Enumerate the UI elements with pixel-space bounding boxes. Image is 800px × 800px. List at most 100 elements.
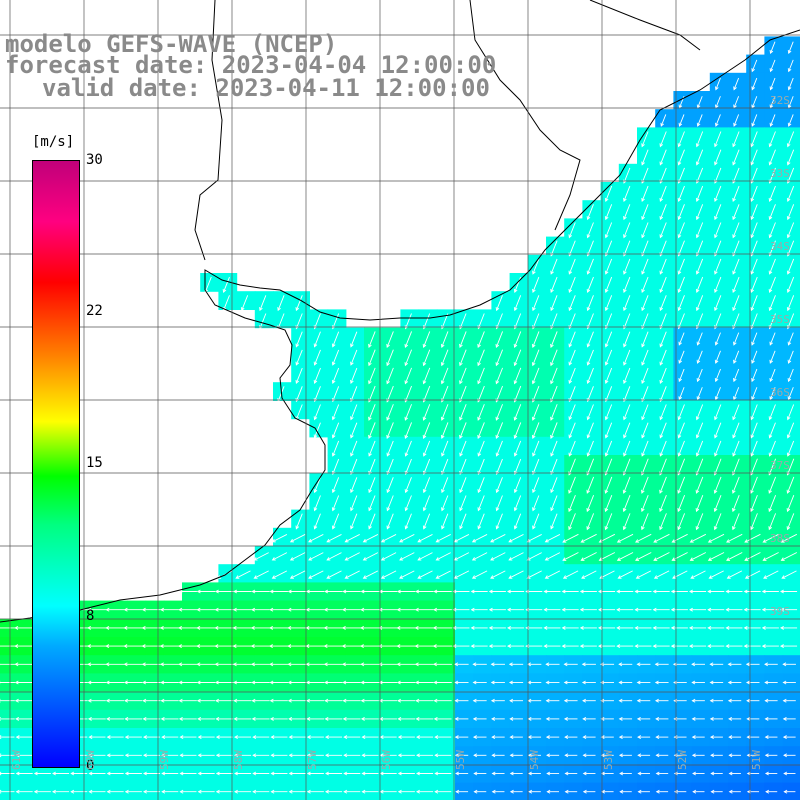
wind-arrow-head <box>550 434 554 440</box>
wind-arrow-head <box>470 589 475 594</box>
wind-arrow-head <box>269 625 274 630</box>
wind-arrow-head <box>655 716 660 721</box>
wind-arrow-head <box>397 753 402 758</box>
wind-arrow <box>690 533 707 543</box>
wind-arrow <box>496 295 503 311</box>
wind-arrow-head <box>422 380 427 385</box>
wind-arrow-head <box>178 607 183 612</box>
wind-arrow-head <box>659 234 664 239</box>
wind-arrow-head <box>287 698 292 703</box>
wind-arrow-head <box>531 362 536 367</box>
wind-arrow <box>605 204 613 220</box>
wind-arrow <box>350 349 358 366</box>
wind-arrow-head <box>579 589 584 594</box>
wind-arrow <box>568 367 576 384</box>
wind-arrow-head <box>491 716 496 721</box>
wind-arrow-head <box>780 589 784 594</box>
wind-arrow <box>787 422 795 438</box>
wind-arrow-head <box>0 735 2 740</box>
wind-arrow <box>696 513 704 530</box>
wind-arrow <box>423 440 431 457</box>
wind-arrow <box>314 422 321 438</box>
wind-arrow-head <box>250 644 255 649</box>
wind-arrow-head <box>490 698 495 703</box>
wind-arrow <box>678 440 685 457</box>
wind-arrow-head <box>634 644 639 649</box>
wind-arrow-head <box>768 288 773 293</box>
wind-arrow <box>744 552 761 561</box>
wind-arrow-head <box>604 507 609 513</box>
wind-arrow <box>568 494 576 512</box>
wind-arrow-head <box>786 197 791 202</box>
wind-arrow-head <box>677 526 682 531</box>
wind-arrow-head <box>324 680 329 685</box>
wind-arrow-head <box>641 288 645 293</box>
wind-arrow-head <box>508 538 513 543</box>
wind-arrow <box>732 422 740 438</box>
wind-arrow-head <box>659 526 663 531</box>
wind-arrow <box>514 367 522 384</box>
wind-arrow-head <box>787 68 792 73</box>
wind-arrow-head <box>692 771 697 776</box>
wind-arrow-head <box>414 625 419 630</box>
wind-arrow-head <box>488 625 493 630</box>
wind-arrow-head <box>495 416 500 421</box>
wind-arrow <box>751 350 758 364</box>
wind-arrow-head <box>404 525 409 530</box>
wind-arrow-head <box>288 716 293 721</box>
wind-arrow-head <box>178 589 183 594</box>
wind-arrow-head <box>750 161 755 166</box>
wind-arrow-head <box>509 735 514 740</box>
wind-arrow-head <box>252 735 257 740</box>
wind-arrow-head <box>404 489 409 494</box>
wind-arrow-head <box>287 680 292 685</box>
wind-arrow <box>714 458 722 475</box>
wind-arrow-head <box>324 589 329 594</box>
wind-arrow-head <box>124 735 129 740</box>
wind-arrow-head <box>344 557 349 561</box>
wind-arrow <box>715 332 721 346</box>
wind-arrow-head <box>786 288 791 293</box>
wind-arrow-head <box>414 607 419 612</box>
wind-arrow-head <box>732 526 736 531</box>
wind-arrow-head <box>623 379 627 384</box>
wind-arrow <box>441 313 449 329</box>
wind-arrow-head <box>386 398 390 403</box>
wind-arrow <box>459 313 467 329</box>
wind-arrow <box>678 185 685 202</box>
wind-arrow <box>441 385 449 402</box>
wind-arrow-head <box>380 538 385 543</box>
wind-arrow-head <box>762 539 767 543</box>
wind-arrow <box>641 367 649 384</box>
wind-arrow-head <box>653 539 658 543</box>
wind-arrow-head <box>435 575 440 579</box>
lon-label: 61W <box>10 750 23 770</box>
wind-arrow-head <box>459 489 463 494</box>
wind-arrow-head <box>764 698 769 703</box>
wind-arrow <box>441 367 449 384</box>
wind-arrow-head <box>368 416 372 421</box>
wind-arrow-head <box>561 607 566 612</box>
wind-arrow <box>788 96 794 108</box>
wind-arrow-head <box>564 789 569 794</box>
wind-arrow-head <box>14 680 19 685</box>
wind-arrow <box>568 440 576 457</box>
wind-arrow <box>636 570 652 579</box>
wind-arrow-head <box>568 270 573 275</box>
wind-arrow <box>545 570 561 579</box>
wind-arrow-head <box>743 607 748 612</box>
wind-arrow-head <box>361 753 366 758</box>
wind-arrow-head <box>677 197 682 202</box>
wind-arrow-head <box>360 662 365 667</box>
wind-arrow <box>770 96 776 108</box>
lon-label: 52W <box>676 750 689 770</box>
wind-arrow <box>641 513 649 530</box>
wind-arrow-head <box>324 698 329 703</box>
wind-arrow <box>678 313 685 329</box>
lat-label: 34S <box>770 240 790 253</box>
wind-arrow-head <box>623 361 627 366</box>
wind-arrow-head <box>491 771 496 776</box>
wind-arrow <box>618 570 633 579</box>
wind-arrow-head <box>531 380 536 385</box>
wind-arrow-head <box>361 771 366 776</box>
